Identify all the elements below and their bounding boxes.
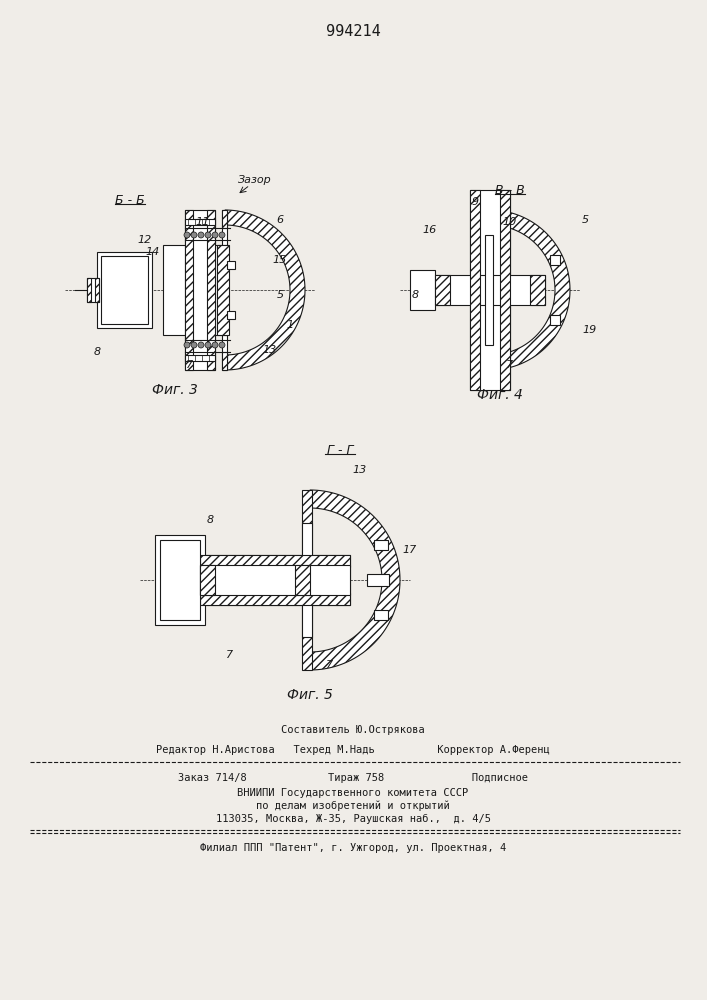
Bar bbox=[410, 270, 435, 310]
Text: 5: 5 bbox=[581, 215, 588, 225]
Bar bbox=[435, 275, 545, 305]
PathPatch shape bbox=[310, 490, 400, 670]
Circle shape bbox=[212, 342, 218, 348]
Bar bbox=[367, 574, 389, 586]
Circle shape bbox=[205, 232, 211, 238]
Text: 5: 5 bbox=[276, 290, 284, 300]
Bar bbox=[550, 315, 560, 325]
Bar bbox=[200, 593, 350, 605]
Bar bbox=[97, 252, 152, 328]
Bar bbox=[302, 523, 312, 637]
Bar bbox=[200, 555, 350, 567]
Bar bbox=[163, 245, 227, 335]
Bar bbox=[87, 278, 99, 302]
Circle shape bbox=[205, 342, 211, 348]
Circle shape bbox=[219, 232, 225, 238]
Text: 994214: 994214 bbox=[326, 24, 380, 39]
Bar bbox=[500, 190, 510, 390]
Bar bbox=[530, 275, 545, 305]
Text: Филиал ППП "Патент", г. Ужгород, ул. Проектная, 4: Филиал ППП "Патент", г. Ужгород, ул. Про… bbox=[200, 843, 506, 853]
Bar bbox=[87, 278, 91, 302]
Text: 13: 13 bbox=[263, 345, 277, 355]
Bar bbox=[222, 352, 227, 370]
Text: Составитель Ю.Острякова: Составитель Ю.Острякова bbox=[281, 725, 425, 735]
Bar bbox=[185, 210, 193, 370]
Text: 8: 8 bbox=[93, 347, 100, 357]
Bar bbox=[155, 535, 205, 625]
Bar bbox=[95, 278, 99, 302]
Bar bbox=[207, 210, 215, 370]
Bar bbox=[200, 565, 215, 595]
Bar bbox=[101, 256, 148, 324]
Text: 19: 19 bbox=[583, 325, 597, 335]
Circle shape bbox=[219, 342, 225, 348]
Circle shape bbox=[184, 232, 190, 238]
Text: Зазор: Зазор bbox=[238, 175, 272, 185]
Text: Г - Г: Г - Г bbox=[327, 444, 354, 456]
Bar bbox=[470, 190, 480, 390]
Text: 12: 12 bbox=[138, 235, 152, 245]
Text: Заказ 714/8             Тираж 758              Подписное: Заказ 714/8 Тираж 758 Подписное bbox=[178, 773, 528, 783]
Text: 17: 17 bbox=[403, 545, 417, 555]
PathPatch shape bbox=[225, 210, 305, 370]
Text: 7: 7 bbox=[327, 660, 334, 670]
Text: 9: 9 bbox=[472, 197, 479, 207]
Text: 7: 7 bbox=[506, 360, 513, 370]
Bar bbox=[227, 311, 235, 319]
Text: Фиг. 4: Фиг. 4 bbox=[477, 388, 523, 402]
Bar bbox=[222, 210, 227, 228]
Bar bbox=[200, 555, 350, 605]
Text: ВНИИПИ Государственного комитета СССР: ВНИИПИ Государственного комитета СССР bbox=[238, 788, 469, 798]
Bar bbox=[550, 255, 560, 265]
Bar bbox=[374, 610, 388, 620]
Bar bbox=[185, 210, 215, 370]
Text: по делам изобретений и открытий: по делам изобретений и открытий bbox=[256, 801, 450, 811]
Bar bbox=[200, 565, 350, 595]
Text: 8: 8 bbox=[206, 515, 214, 525]
Bar bbox=[295, 565, 310, 595]
Bar bbox=[227, 261, 235, 269]
Text: Б - Б: Б - Б bbox=[115, 194, 145, 207]
Text: 8: 8 bbox=[411, 290, 419, 300]
Text: 16: 16 bbox=[423, 225, 437, 235]
Text: 14: 14 bbox=[146, 247, 160, 257]
Text: 7: 7 bbox=[187, 360, 194, 370]
PathPatch shape bbox=[490, 210, 570, 370]
Bar bbox=[302, 490, 312, 670]
Bar bbox=[160, 540, 200, 620]
Text: 10: 10 bbox=[503, 217, 517, 227]
Text: В - В: В - В bbox=[495, 184, 525, 196]
Text: 1: 1 bbox=[286, 320, 293, 330]
Text: Редактор Н.Аристова   Техред М.Надь          Корректор А.Ференц: Редактор Н.Аристова Техред М.Надь Коррек… bbox=[156, 745, 550, 755]
Bar bbox=[185, 219, 215, 225]
Bar bbox=[435, 275, 450, 305]
Bar bbox=[470, 190, 510, 390]
Text: 113035, Москва, Ж-35, Раушская наб.,  д. 4/5: 113035, Москва, Ж-35, Раушская наб., д. … bbox=[216, 814, 491, 824]
Text: Фиг. 5: Фиг. 5 bbox=[287, 688, 333, 702]
Bar bbox=[222, 210, 227, 370]
Circle shape bbox=[212, 232, 218, 238]
Circle shape bbox=[184, 342, 190, 348]
Text: 7: 7 bbox=[226, 650, 233, 660]
Bar bbox=[485, 235, 493, 345]
Text: 6: 6 bbox=[276, 215, 284, 225]
Bar bbox=[374, 540, 388, 550]
Circle shape bbox=[191, 232, 197, 238]
Text: 13: 13 bbox=[353, 465, 367, 475]
Circle shape bbox=[198, 232, 204, 238]
Circle shape bbox=[191, 342, 197, 348]
Bar bbox=[485, 210, 493, 370]
Bar bbox=[217, 245, 229, 335]
Bar bbox=[185, 355, 215, 361]
Text: 15: 15 bbox=[273, 255, 287, 265]
Text: 11: 11 bbox=[196, 217, 210, 227]
Text: Фиг. 3: Фиг. 3 bbox=[152, 383, 198, 397]
Circle shape bbox=[198, 342, 204, 348]
